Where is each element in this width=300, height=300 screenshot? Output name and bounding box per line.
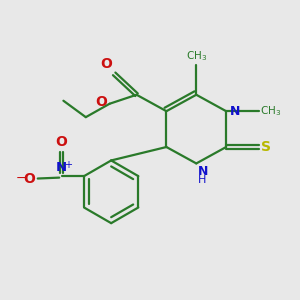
Text: N: N (198, 165, 208, 178)
Text: CH$_3$: CH$_3$ (186, 49, 207, 62)
Text: H: H (198, 175, 206, 185)
Text: +: + (64, 160, 72, 170)
Text: O: O (23, 172, 35, 185)
Text: CH$_3$: CH$_3$ (260, 104, 282, 118)
Text: O: O (95, 95, 107, 109)
Text: S: S (261, 140, 272, 154)
Text: −: − (16, 172, 27, 185)
Text: O: O (56, 135, 68, 149)
Text: N: N (230, 105, 240, 118)
Text: N: N (56, 161, 67, 174)
Text: O: O (100, 58, 112, 71)
